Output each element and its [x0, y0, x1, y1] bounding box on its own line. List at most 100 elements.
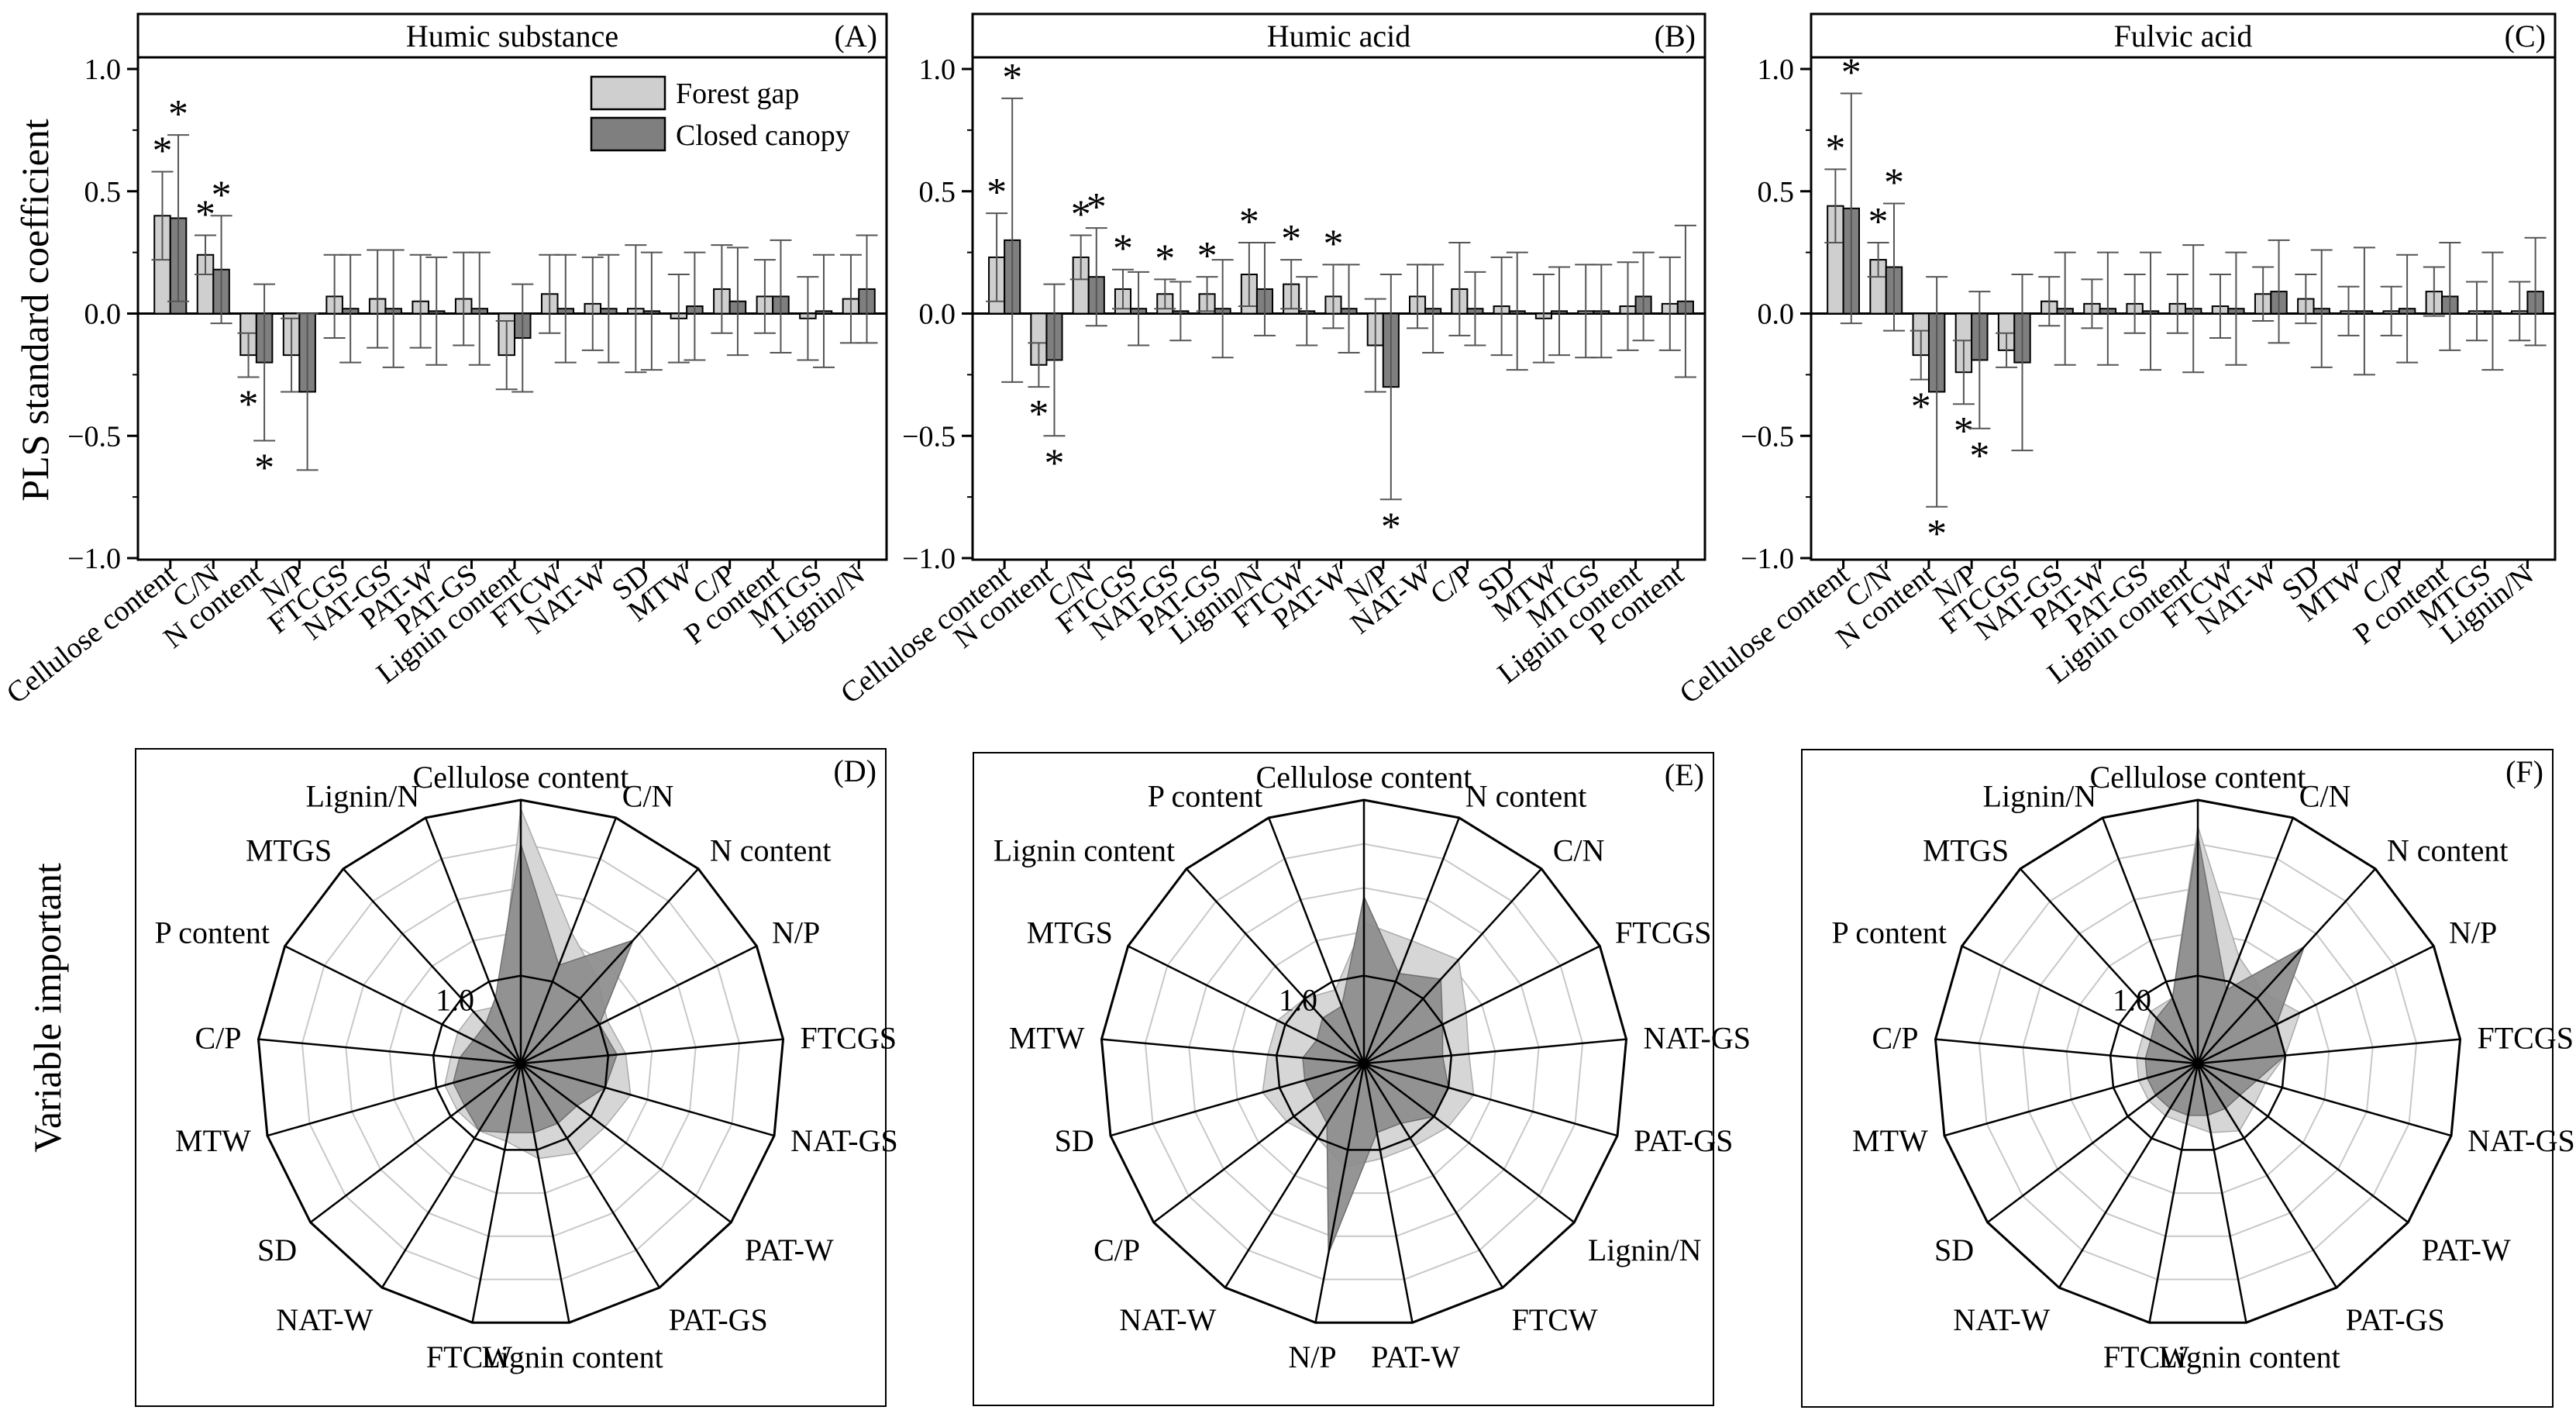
- radar-spoke: [425, 817, 522, 1064]
- significance-star: *: [1868, 200, 1889, 244]
- radar-spoke: [2197, 1038, 2461, 1065]
- radar-grid-ring: [2022, 887, 2374, 1237]
- radar-spoke: [1224, 1063, 1365, 1288]
- plot-frame: [136, 12, 888, 561]
- legend-label-closed-canopy: Closed canopy: [676, 119, 850, 152]
- panel-title: Fulvic acid: [2114, 19, 2253, 53]
- bar-panel-3: Fulvic acid (C)1.00.50.0−0.5−1.0**Cellulo…: [1674, 12, 2557, 710]
- radar-axis-label: NAT-W: [1119, 1302, 1216, 1337]
- radar-spoke: [1128, 945, 1365, 1065]
- significance-star: *: [1087, 185, 1107, 229]
- significance-star: *: [239, 383, 259, 427]
- significance-star: *: [1954, 409, 1974, 453]
- radar-axis-label: N/P: [772, 915, 820, 950]
- radar-spoke: [1268, 817, 1365, 1064]
- significance-star: *: [1239, 200, 1259, 244]
- y-tick-label: 0.5: [84, 176, 122, 209]
- radar-axis-label: Lignin/N: [1588, 1233, 1702, 1267]
- radar-spoke: [2197, 945, 2434, 1065]
- radar-spoke: [284, 945, 522, 1065]
- radar-axis-label: FTCGS: [1615, 915, 1712, 950]
- radar-axis-label: FTCW: [426, 1340, 512, 1374]
- legend-swatch-forest-gap: [590, 75, 666, 111]
- radar-spoke: [267, 1062, 522, 1137]
- radar-grid-ring: [1231, 930, 1496, 1195]
- radar-spoke: [519, 1063, 661, 1288]
- y-tick-label: 1.0: [919, 53, 956, 86]
- legend: Forest gap Closed canopy: [590, 75, 850, 152]
- radar-axis-label: N/P: [2449, 915, 2497, 950]
- radar-series-closed-canopy: [2144, 835, 2306, 1116]
- significance-star: *: [1197, 234, 1217, 278]
- radar-axis-label: N content: [2387, 833, 2509, 867]
- radar-spoke: [2196, 1063, 2247, 1323]
- significance-star: *: [1155, 236, 1175, 281]
- radar-spoke: [1961, 945, 2199, 1065]
- radar-outer: [257, 798, 785, 1324]
- radar-axis-label: NAT-W: [1953, 1302, 2050, 1337]
- x-tick-label: Cellulose content: [1674, 558, 1856, 710]
- panel-title: Humic substance: [406, 19, 618, 53]
- radar-spoke: [1152, 1063, 1365, 1223]
- radar-spoke: [520, 1038, 783, 1065]
- radar-spoke: [258, 1038, 522, 1065]
- radar-spoke: [2148, 1063, 2199, 1323]
- radar-axis-label: C/P: [1093, 1233, 1140, 1267]
- radar-spoke: [1986, 1063, 2199, 1223]
- radar-spoke: [1935, 1038, 2199, 1065]
- significance-star: *: [1044, 441, 1064, 485]
- radar-axis-label: Lignin/N: [1983, 778, 2097, 813]
- significance-star: *: [1113, 227, 1133, 271]
- radar-spoke: [2102, 817, 2199, 1064]
- panel-tag: (F): [2505, 754, 2543, 789]
- significance-star: *: [1825, 126, 1845, 171]
- panel-tag: (C): [2505, 19, 2546, 53]
- radar-spoke: [1314, 1063, 1365, 1323]
- radar-spoke: [309, 1063, 522, 1223]
- radar-axis-label: C/N: [2299, 778, 2351, 813]
- radar-axis-label: P content: [154, 915, 270, 950]
- significance-star: *: [152, 129, 172, 174]
- significance-star: *: [1002, 56, 1022, 100]
- radar-axis-label: MTW: [1009, 1021, 1085, 1056]
- plot-frame: [1810, 12, 2557, 561]
- panel-tag: (D): [833, 753, 876, 788]
- radar-ring-1: [432, 974, 610, 1151]
- radar-grid-ring: [1144, 843, 1584, 1281]
- radar-axis-label: Cellulose content: [413, 760, 629, 795]
- radar-spoke: [520, 1063, 732, 1223]
- radar-grid-ring: [301, 843, 741, 1281]
- radar-axis-label: Lignin/N: [306, 778, 420, 813]
- y-tick-label: 0.5: [1758, 176, 1795, 209]
- panel-frame: [1801, 749, 2554, 1408]
- radar-spoke: [2196, 817, 2294, 1064]
- radar-spoke: [343, 867, 522, 1064]
- radar-outer: [1100, 798, 1628, 1324]
- y-tick-label: 1.0: [84, 53, 122, 86]
- radar-axis-label: NAT-GS: [1643, 1021, 1751, 1056]
- radar-spoke: [2197, 1062, 2452, 1137]
- radar-spoke: [1363, 1062, 1618, 1137]
- significance-star: *: [1381, 505, 1401, 549]
- radar-axis-label: MTW: [1852, 1123, 1928, 1158]
- radar-axis-label: Cellulose content: [1256, 760, 1472, 795]
- significance-star: *: [1281, 217, 1301, 261]
- radar-ring-1: [1275, 974, 1453, 1151]
- radar-axis-label: PAT-W: [2422, 1233, 2511, 1267]
- significance-star: *: [1323, 222, 1343, 266]
- radar-axis-label: MTW: [175, 1123, 251, 1158]
- radar-spoke: [2197, 1063, 2409, 1223]
- radar-axis-label: FTCGS: [2477, 1021, 2574, 1056]
- radar-spoke: [2196, 1063, 2338, 1288]
- radar-axis-label: SD: [257, 1233, 297, 1267]
- radar-axis-label: FTCW: [2103, 1340, 2189, 1374]
- significance-star: *: [168, 92, 188, 136]
- legend-swatch-closed-canopy: [590, 116, 666, 152]
- significance-star: *: [1884, 161, 1904, 205]
- radar-axis-label: Lignin content: [994, 833, 1175, 867]
- radar-spoke: [1362, 1063, 1504, 1288]
- y-tick-label: 0.0: [919, 298, 956, 331]
- significance-star: *: [987, 171, 1007, 215]
